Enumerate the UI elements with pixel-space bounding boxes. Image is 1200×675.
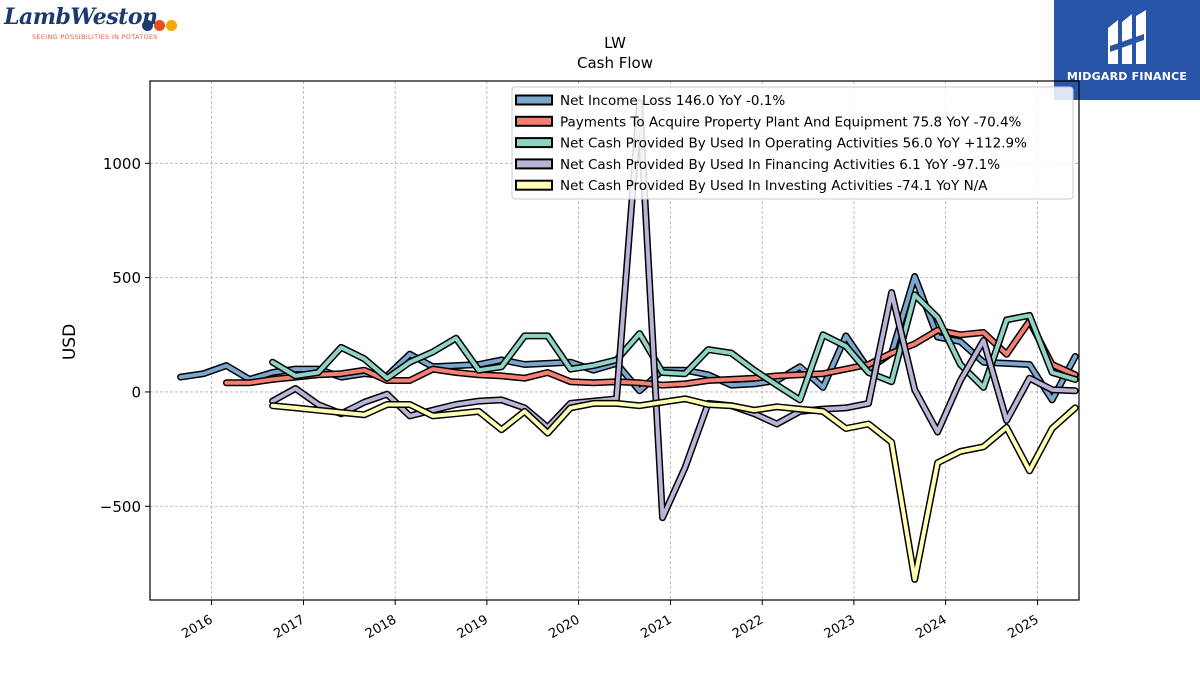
legend: Net Income Loss 146.0 YoY -0.1% Payments … [511, 86, 1074, 200]
y-tick-label: −500 [100, 498, 141, 516]
x-tick-label: 2019 [455, 612, 491, 642]
series-line [224, 319, 1078, 388]
series-layer [177, 99, 1079, 583]
brand-dot-orange [154, 20, 165, 31]
x-axis: 2016 2017 2018 2019 2020 2021 2022 2023 2024 2025 [179, 600, 1042, 642]
legend-frame [511, 86, 1074, 200]
x-tick-label: 2024 [913, 612, 949, 642]
y-tick-label: 1000 [103, 155, 141, 173]
x-tick-label: 2021 [638, 612, 674, 642]
midgard-finance-badge: MIDGARD FINANCE [1054, 0, 1200, 100]
series-line [270, 396, 1078, 582]
x-tick-label: 2022 [730, 612, 766, 642]
brand-dot-yellow [166, 20, 177, 31]
series-3 [269, 291, 1079, 404]
series-line [270, 100, 1078, 520]
chart-title: LW [604, 34, 626, 52]
x-tick-label: 2018 [363, 612, 399, 642]
legend-label: Payments To Acquire Property Plant And E… [560, 114, 1022, 130]
chart-subtitle: Cash Flow [577, 54, 653, 72]
midgard-logo-icon [1108, 10, 1146, 64]
x-tick-label: 2025 [1005, 612, 1041, 642]
x-tick-label: 2017 [271, 612, 307, 642]
series-2 [222, 317, 1079, 389]
brand-dot-navy [142, 20, 153, 31]
x-tick-label: 2020 [546, 612, 582, 642]
legend-swatch [515, 158, 553, 170]
legend-swatch [515, 179, 553, 191]
y-axis-label: USD [60, 324, 80, 360]
x-tick-label: 2016 [179, 612, 215, 642]
brand-dots [142, 16, 178, 35]
y-tick-label: 0 [131, 383, 141, 401]
legend-swatch [515, 137, 553, 149]
brand-tagline: SEEING POSSIBILITIES IN POTATOES [32, 33, 158, 41]
series-5 [269, 395, 1079, 583]
legend-label: Net Cash Provided By Used In Operating A… [560, 136, 1027, 152]
midgard-finance-label: MIDGARD FINANCE [1066, 70, 1188, 83]
y-axis: −500 0 500 1000 [100, 155, 150, 516]
brand-name: LambWeston [4, 4, 158, 30]
lambweston-logo: LambWeston SEEING POSSIBILITIES IN POTAT… [4, 4, 194, 44]
y-tick-label: 500 [112, 269, 141, 287]
legend-swatch [515, 94, 553, 106]
legend-label: Net Cash Provided By Used In Financing A… [560, 157, 1000, 173]
series-4 [269, 99, 1079, 522]
legend-label: Net Cash Provided By Used In Investing A… [560, 178, 988, 194]
plot-frame [149, 80, 1080, 601]
x-tick-label: 2023 [822, 612, 858, 642]
legend-label: Net Income Loss 146.0 YoY -0.1% [560, 93, 785, 109]
series-line [270, 292, 1078, 402]
legend-swatch [515, 115, 553, 127]
